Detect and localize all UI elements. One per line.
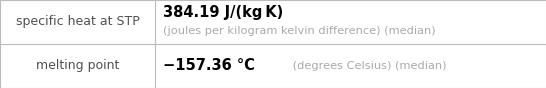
Text: 384.19 J/(kg K): 384.19 J/(kg K) [163, 5, 283, 21]
Text: (joules per kilogram kelvin difference) (median): (joules per kilogram kelvin difference) … [163, 26, 436, 36]
Text: (degrees Celsius) (median): (degrees Celsius) (median) [289, 61, 447, 71]
Text: melting point: melting point [36, 59, 119, 73]
Text: specific heat at STP: specific heat at STP [16, 15, 139, 29]
Text: −157.36 °C: −157.36 °C [163, 59, 255, 73]
